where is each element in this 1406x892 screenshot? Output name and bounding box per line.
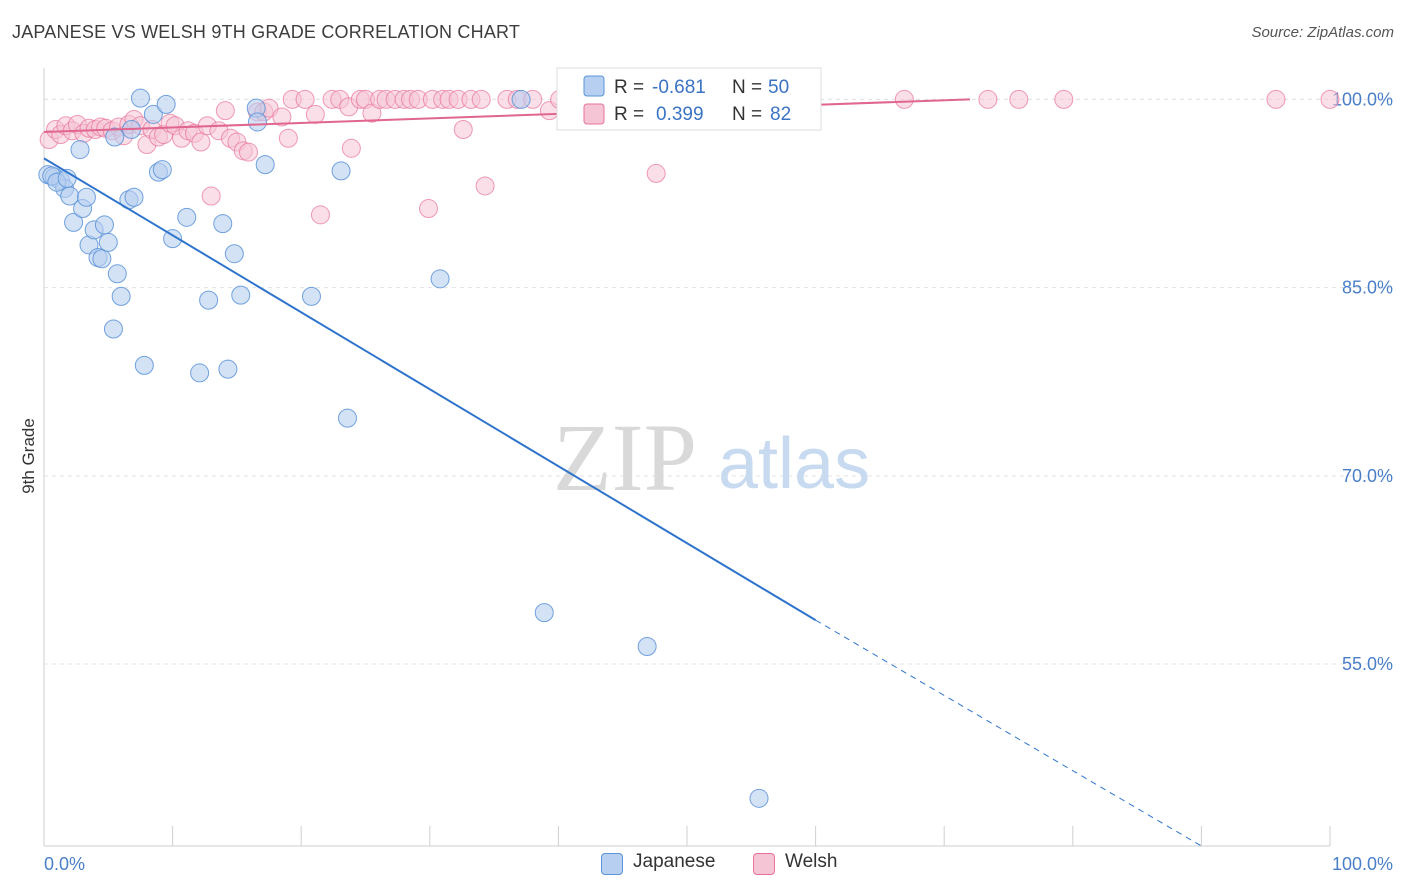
y-tick-labels: 55.0% 70.0% 85.0% 100.0% xyxy=(1332,89,1393,674)
watermark-zip: ZIP xyxy=(553,404,697,511)
japanese-point xyxy=(70,140,90,160)
welsh-point xyxy=(272,107,292,127)
welsh-point xyxy=(453,119,473,139)
japanese-point xyxy=(92,249,112,269)
japanese-point xyxy=(64,212,84,232)
japanese-trend-extension xyxy=(815,619,1202,847)
welsh-point xyxy=(305,104,325,124)
axes xyxy=(43,68,1331,847)
japanese-point xyxy=(231,285,251,305)
x-tick-labels: 0.0% 100.0% xyxy=(44,854,1393,874)
welsh-point xyxy=(295,89,315,109)
welsh-point xyxy=(310,205,330,225)
watermark: ZIP atlas xyxy=(553,404,870,511)
japanese-point xyxy=(337,408,357,428)
welsh-point xyxy=(238,142,258,162)
welsh-point xyxy=(191,132,211,152)
welsh-point xyxy=(278,128,298,148)
japanese-point xyxy=(103,319,123,339)
welsh-point xyxy=(894,89,914,109)
japanese-bottom-swatch xyxy=(601,853,623,875)
japanese-point xyxy=(107,264,127,284)
japanese-point xyxy=(247,112,267,132)
welsh-r-value: 0.399 xyxy=(656,104,704,125)
japanese-point xyxy=(124,187,144,207)
japanese-point xyxy=(430,269,450,289)
welsh-point xyxy=(646,163,666,183)
japanese-point xyxy=(534,603,554,623)
welsh-point xyxy=(1009,89,1029,109)
y-tick-label: 85.0% xyxy=(1342,278,1393,298)
welsh-point xyxy=(419,199,439,219)
x-tick-label-min: 0.0% xyxy=(44,854,85,874)
japanese-bottom-label: Japanese xyxy=(633,851,716,872)
japanese-point xyxy=(105,127,125,147)
japanese-point xyxy=(98,232,118,252)
welsh-point xyxy=(1320,89,1340,109)
japanese-point xyxy=(749,788,769,808)
chart-title: JAPANESE VS WELSH 9TH GRADE CORRELATION … xyxy=(12,22,521,42)
watermark-atlas: atlas xyxy=(718,424,870,504)
source-label: Source: ZipAtlas.com xyxy=(1251,24,1394,41)
japanese-point xyxy=(199,290,219,310)
japanese-point xyxy=(224,244,244,264)
x-tick-label-max: 100.0% xyxy=(1332,854,1393,874)
japanese-point xyxy=(111,286,131,306)
japanese-point xyxy=(177,207,197,227)
welsh-point xyxy=(201,186,221,206)
welsh-r-label: R = xyxy=(614,104,644,125)
y-tick-label: 55.0% xyxy=(1342,654,1393,674)
japanese-point xyxy=(143,104,163,124)
japanese-legend-swatch xyxy=(583,75,605,97)
welsh-point xyxy=(341,138,361,158)
japanese-point xyxy=(130,88,150,108)
japanese-point xyxy=(331,161,351,181)
japanese-point xyxy=(218,359,238,379)
japanese-point xyxy=(255,155,275,175)
y-tick-label: 100.0% xyxy=(1332,89,1393,109)
welsh-point xyxy=(1054,89,1074,109)
japanese-n-value: 50 xyxy=(768,77,789,98)
japanese-point xyxy=(134,355,154,375)
welsh-bottom-label: Welsh xyxy=(785,851,838,872)
japanese-r-label: R = xyxy=(614,77,644,98)
japanese-point xyxy=(637,636,657,656)
welsh-point xyxy=(1266,89,1286,109)
japanese-trend-line xyxy=(43,157,817,621)
welsh-n-value: 82 xyxy=(770,104,791,125)
japanese-r-value: -0.681 xyxy=(652,77,706,98)
japanese-point xyxy=(301,286,321,306)
stats-legend: R = -0.681 N = 50 R = 0.399 N = 82 xyxy=(556,67,822,131)
japanese-n-label: N = xyxy=(732,77,762,98)
japanese-point xyxy=(152,160,172,180)
welsh-point xyxy=(215,101,235,121)
japanese-point xyxy=(156,94,176,114)
welsh-n-label: N = xyxy=(732,104,762,125)
welsh-legend-swatch xyxy=(583,103,605,125)
welsh-point xyxy=(471,89,491,109)
welsh-point xyxy=(978,89,998,109)
welsh-bottom-swatch xyxy=(753,853,775,875)
japanese-point xyxy=(213,214,233,234)
grid-lines xyxy=(44,98,1392,665)
japanese-point xyxy=(511,89,531,109)
y-tick-label: 70.0% xyxy=(1342,466,1393,486)
japanese-point xyxy=(163,229,183,249)
y-axis-title: 9th Grade xyxy=(19,418,38,494)
japanese-point xyxy=(76,187,96,207)
japanese-point xyxy=(190,363,210,383)
japanese-points xyxy=(38,88,769,808)
japanese-point xyxy=(94,215,114,235)
welsh-point xyxy=(475,176,495,196)
